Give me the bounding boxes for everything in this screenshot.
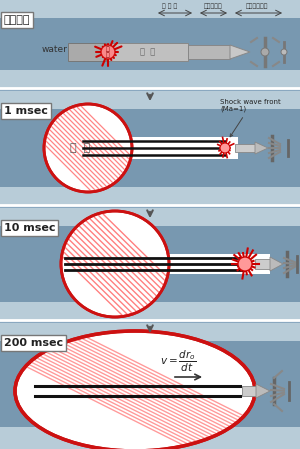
Text: 200 msec: 200 msec [4,338,63,348]
Bar [68,43,106,61]
Text: 10 msec: 10 msec [4,223,55,233]
Bar [235,144,255,152]
Bar [0,187,300,205]
Text: 폭발시점: 폭발시점 [4,15,31,25]
Bar [242,386,256,396]
Circle shape [220,143,230,153]
Text: 버  블: 버 블 [70,143,90,153]
Bar [0,91,300,205]
Ellipse shape [15,331,255,449]
Text: 폭
발: 폭 발 [106,46,110,58]
Circle shape [281,49,287,55]
Polygon shape [255,142,268,154]
Bar [188,45,230,59]
Bar [0,323,300,449]
Bar [108,43,188,61]
Circle shape [261,48,269,56]
Text: Shock wave front
(Ma=1): Shock wave front (Ma=1) [220,99,281,137]
Text: 이리주진부: 이리주진부 [204,3,222,9]
Bar [255,259,270,269]
Bar [0,427,300,449]
Circle shape [101,45,115,59]
Ellipse shape [61,211,169,317]
Text: 전 지 부: 전 지 부 [162,3,178,9]
Bar [0,208,300,320]
Text: $v = \dfrac{dr_o}{dt}$: $v = \dfrac{dr_o}{dt}$ [160,348,196,374]
Text: 이래주진주부: 이래주진주부 [246,3,268,9]
Ellipse shape [44,104,132,192]
Bar [0,70,300,88]
Polygon shape [270,257,283,271]
Circle shape [238,257,252,271]
Bar [0,302,300,320]
Bar [55,382,250,400]
Polygon shape [230,45,250,59]
Bar [0,0,300,88]
Bar [0,208,300,226]
Text: 군  기: 군 기 [140,48,156,57]
Bar [98,137,238,159]
Bar [0,323,300,341]
Polygon shape [256,384,270,398]
Bar [0,91,300,109]
Text: water: water [42,45,68,54]
Bar [125,254,270,274]
Text: 1 msec: 1 msec [4,106,48,116]
Bar [0,0,300,18]
